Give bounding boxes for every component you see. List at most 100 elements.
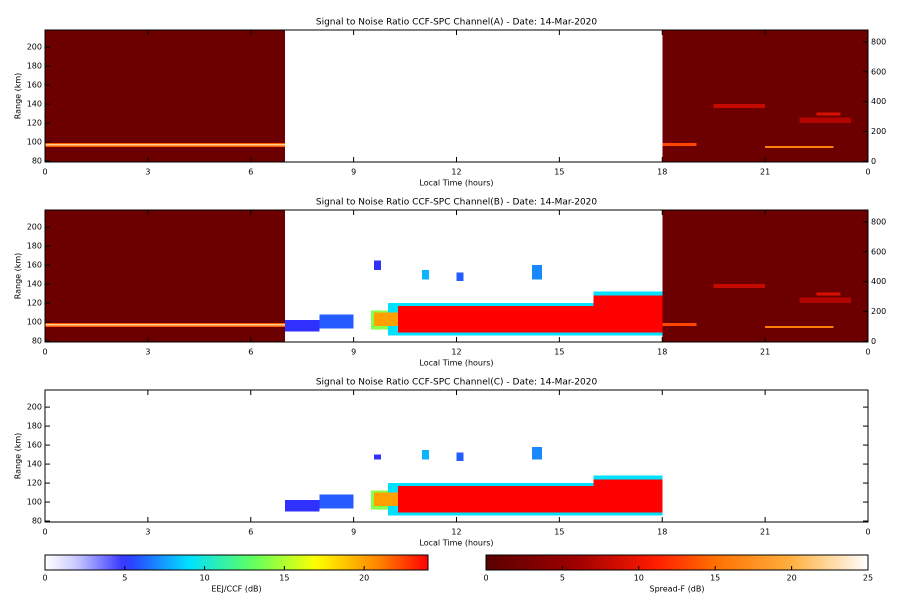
- heatmap: [45, 210, 868, 342]
- y-axis-label: Range (km): [14, 73, 23, 120]
- heat-cell: [319, 494, 354, 509]
- y-tick-label: 100: [27, 138, 42, 147]
- heat-cell: [456, 272, 464, 282]
- heat-cell: [531, 446, 543, 460]
- heat-cell: [531, 265, 543, 280]
- colorbar-label: Spread-F (dB): [649, 585, 704, 594]
- y2-tick-label: 600: [871, 247, 886, 256]
- y2-tick-label: 800: [871, 37, 886, 46]
- colorbar: [44, 554, 429, 571]
- heat-cell: [713, 284, 766, 288]
- y-tick-label: 80: [32, 337, 42, 346]
- x-tick-label: 3: [145, 168, 150, 177]
- y-tick-label: 100: [27, 498, 42, 507]
- heat-cell: [662, 210, 868, 342]
- x-tick-label: 0: [42, 348, 47, 357]
- x-tick-label: 21: [760, 168, 770, 177]
- colorbar-tick-label: 20: [359, 574, 369, 583]
- y-tick-label: 120: [27, 299, 42, 308]
- colorbar-tick-label: 20: [787, 574, 797, 583]
- heat-cell: [593, 295, 663, 309]
- heat-cell: [422, 449, 430, 460]
- x-tick-label: 0: [42, 528, 47, 537]
- heat-cell: [45, 210, 286, 342]
- colorbar-tick-label: 0: [42, 574, 47, 583]
- y-tick-label: 140: [27, 280, 42, 289]
- x-tick-label: 18: [657, 528, 667, 537]
- heat-cell: [713, 104, 766, 108]
- x-tick-label: 12: [451, 528, 461, 537]
- y-tick-label: 160: [27, 261, 42, 270]
- panel-title: Signal to Noise Ratio CCF-SPC Channel(B)…: [316, 198, 598, 208]
- x-tick-label: 21: [760, 348, 770, 357]
- heat-cell: [398, 305, 663, 333]
- y-tick-label: 180: [27, 62, 42, 71]
- y-tick-label: 120: [27, 479, 42, 488]
- x-tick-label: 21: [760, 528, 770, 537]
- y-tick-label: 200: [27, 43, 42, 52]
- x-axis-label: Local Time (hours): [419, 179, 493, 188]
- y-axis-label: Range (km): [14, 253, 23, 300]
- heatmap: [285, 446, 663, 516]
- x-tick-label: 3: [145, 348, 150, 357]
- colorbar-tick-label: 25: [863, 574, 873, 583]
- heat-cell: [45, 323, 286, 326]
- y2-tick-label: 400: [871, 97, 886, 106]
- colorbar-tick-label: 10: [199, 574, 209, 583]
- colorbar-tick-label: 5: [560, 574, 565, 583]
- heat-cell: [319, 314, 354, 329]
- x-tick-label: 0: [865, 528, 870, 537]
- x-tick-label: 0: [42, 168, 47, 177]
- heat-cell: [593, 479, 663, 491]
- heat-cell: [816, 292, 841, 296]
- y-tick-label: 140: [27, 100, 42, 109]
- y-tick-label: 160: [27, 441, 42, 450]
- y2-tick-label: 200: [871, 127, 886, 136]
- heat-cell: [422, 269, 430, 280]
- y-tick-label: 180: [27, 242, 42, 251]
- x-tick-label: 9: [351, 348, 356, 357]
- x-tick-label: 15: [554, 348, 564, 357]
- heat-cell: [45, 30, 286, 162]
- y-tick-label: 200: [27, 403, 42, 412]
- colorbar-tick-label: 10: [634, 574, 644, 583]
- y2-tick-label: 600: [871, 67, 886, 76]
- x-tick-label: 0: [865, 168, 870, 177]
- x-axis-label: Local Time (hours): [419, 359, 493, 368]
- y2-tick-label: 200: [871, 307, 886, 316]
- y-tick-label: 120: [27, 119, 42, 128]
- y-axis-label: Range (km): [14, 433, 23, 480]
- x-tick-label: 18: [657, 168, 667, 177]
- y2-tick-label: 400: [871, 277, 886, 286]
- y-tick-label: 180: [27, 422, 42, 431]
- heat-cell: [374, 260, 382, 270]
- heat-cell: [456, 452, 464, 462]
- panel-title: Signal to Noise Ratio CCF-SPC Channel(C)…: [316, 378, 598, 388]
- x-tick-label: 6: [248, 528, 253, 537]
- heat-cell: [799, 297, 851, 304]
- x-tick-label: 15: [554, 168, 564, 177]
- x-tick-label: 0: [865, 348, 870, 357]
- y2-tick-label: 800: [871, 217, 886, 226]
- y-tick-label: 200: [27, 223, 42, 232]
- heat-cell: [662, 323, 697, 326]
- heat-cell: [285, 500, 320, 512]
- y2-tick-label: 0: [871, 337, 876, 346]
- x-tick-label: 9: [351, 168, 356, 177]
- heat-cell: [816, 112, 841, 116]
- colorbar-label: EEJ/CCF (dB): [211, 585, 261, 594]
- x-tick-label: 12: [451, 348, 461, 357]
- x-tick-label: 18: [657, 348, 667, 357]
- heat-cell: [374, 492, 399, 506]
- heat-cell: [662, 30, 868, 162]
- heat-cell: [765, 325, 834, 328]
- y-tick-label: 140: [27, 460, 42, 469]
- colorbar: [485, 554, 869, 571]
- colorbar-tick-label: 15: [279, 574, 289, 583]
- heat-cell: [799, 117, 851, 124]
- x-tick-label: 15: [554, 528, 564, 537]
- x-tick-label: 6: [248, 348, 253, 357]
- x-tick-label: 3: [145, 528, 150, 537]
- heatmap: [45, 30, 868, 162]
- y-tick-label: 80: [32, 517, 42, 526]
